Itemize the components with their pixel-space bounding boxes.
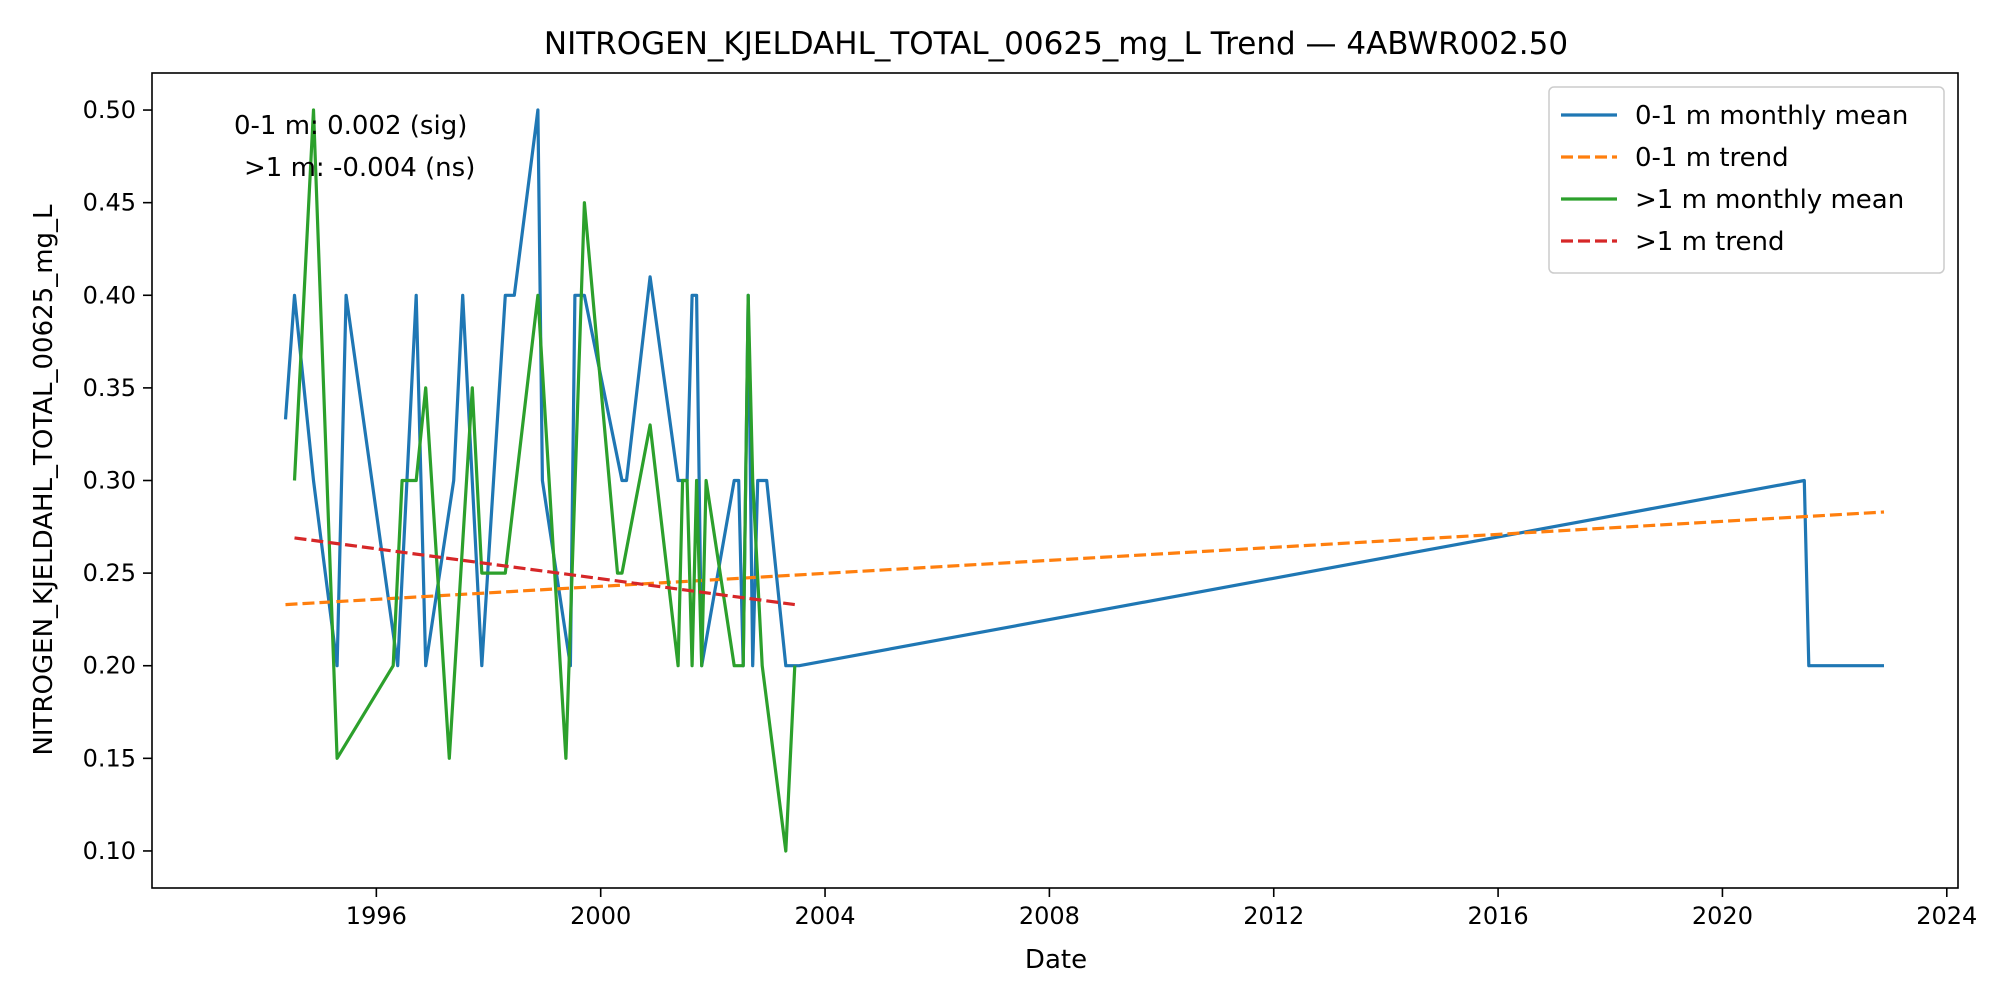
y-tick-label: 0.40: [83, 281, 136, 309]
x-tick-label: 2012: [1243, 902, 1304, 930]
y-tick-label: 0.30: [83, 467, 136, 495]
legend-box: [1548, 86, 1945, 274]
legend: 0-1 m monthly mean 0-1 m trend >1 m monthl…: [1548, 86, 1945, 274]
y-tick-label: 0.10: [83, 837, 136, 865]
legend-label: >1 m trend: [1635, 227, 1784, 257]
x-tick-label: 2000: [570, 902, 631, 930]
trend-annotation-surface: 0-1 m: 0.002 (sig): [234, 111, 467, 141]
x-tick-label: 2024: [1916, 902, 1977, 930]
y-tick-label: 0.45: [83, 189, 136, 217]
x-tick-label: 1996: [346, 902, 407, 930]
legend-label: 0-1 m monthly mean: [1635, 101, 1908, 131]
x-axis: 1996 2000 2004 2008 2012 2016 2020 2024: [346, 888, 1977, 930]
series-line-gt1-m-monthly-mean: [292, 108, 797, 853]
x-tick-label: 2016: [1468, 902, 1529, 930]
y-tick-label: 0.50: [83, 96, 136, 124]
y-tick-label: 0.35: [83, 374, 136, 402]
y-tick-label: 0.20: [83, 652, 136, 680]
legend-label: 0-1 m trend: [1635, 143, 1789, 173]
y-tick-label: 0.25: [83, 559, 136, 587]
plot-lines: [283, 108, 1885, 853]
y-axis-label: NITROGEN_KJELDAHL_TOTAL_00625_mg_L: [29, 204, 59, 756]
x-tick-label: 2020: [1692, 902, 1753, 930]
series-line-0-1-m-trend: [285, 510, 1885, 607]
legend-label: >1 m monthly mean: [1635, 185, 1904, 215]
x-tick-label: 2004: [795, 902, 856, 930]
trend-annotation-deep: >1 m: -0.004 (ns): [244, 153, 475, 183]
x-axis-label: Date: [1025, 945, 1087, 975]
chart-title: NITROGEN_KJELDAHL_TOTAL_00625_mg_L Trend…: [544, 26, 1568, 62]
y-axis: 0.10 0.15 0.20 0.25 0.30 0.35 0.40 0.45 0.50: [83, 96, 152, 865]
series-line-0-1-m-monthly-mean: [283, 108, 1884, 668]
y-tick-label: 0.15: [83, 744, 136, 772]
x-tick-label: 2008: [1019, 902, 1080, 930]
